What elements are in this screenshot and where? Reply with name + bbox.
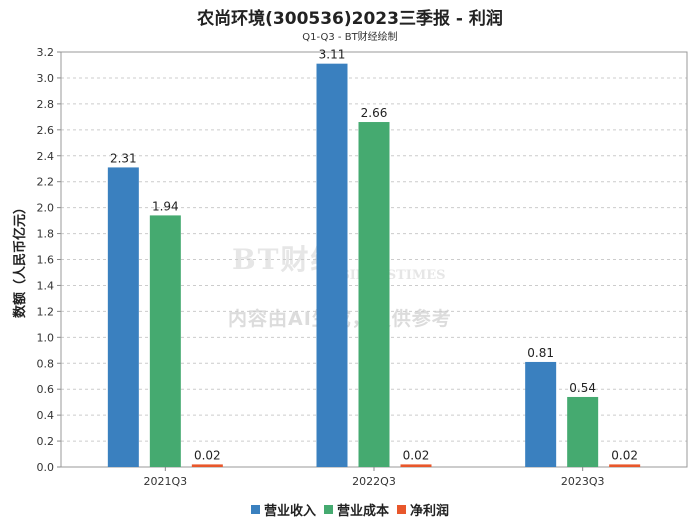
y-tick-label: 0.4 xyxy=(37,409,55,422)
bar-营业成本-2023Q3 xyxy=(567,396,599,467)
legend-swatch xyxy=(323,505,333,514)
y-tick-label: 2.2 xyxy=(37,176,55,189)
y-tick-label: 2.0 xyxy=(37,202,55,215)
y-tick-label: 3.0 xyxy=(37,72,55,85)
chart-subtitle: Q1-Q3 - BT财经绘制 xyxy=(302,32,398,43)
y-tick-label: 1.2 xyxy=(37,305,55,318)
bar-value-label: 3.11 xyxy=(319,48,346,62)
bar-value-label: 0.54 xyxy=(569,381,596,395)
legend-item[interactable]: 营业收入 xyxy=(250,500,316,519)
legend: 营业收入 营业成本 净利润 xyxy=(0,500,700,519)
bar-value-label: 1.94 xyxy=(152,199,179,213)
y-tick-label: 1.6 xyxy=(37,254,55,267)
y-tick-label: 2.4 xyxy=(37,150,55,163)
bar-净利润-2021Q3 xyxy=(191,464,223,467)
y-tick-label: 0.8 xyxy=(37,357,55,370)
y-tick-label: 1.4 xyxy=(37,279,55,292)
y-axis-label: 数额（人民币亿元） xyxy=(12,201,28,318)
legend-label: 营业收入 xyxy=(263,504,316,519)
chart-title: 农尚环境(300536)2023三季报 - 利润 xyxy=(197,9,503,29)
bar-营业收入-2022Q3 xyxy=(316,63,348,467)
legend-swatch xyxy=(397,505,406,514)
legend-swatch xyxy=(250,505,260,514)
bar-营业收入-2021Q3 xyxy=(107,167,139,467)
y-tick-label: 1.8 xyxy=(37,228,55,241)
x-tick-label: 2023Q3 xyxy=(561,475,605,488)
bar-营业成本-2022Q3 xyxy=(358,122,390,467)
y-tick-label: 2.6 xyxy=(37,124,55,137)
bar-value-label: 2.66 xyxy=(361,106,388,120)
y-tick-label: 0.0 xyxy=(37,461,55,474)
y-tick-label: 0.6 xyxy=(37,383,55,396)
bar-value-label: 0.02 xyxy=(194,448,221,462)
bar-净利润-2022Q3 xyxy=(400,464,432,467)
legend-item[interactable]: 净利润 xyxy=(397,500,449,519)
x-tick-label: 2022Q3 xyxy=(352,475,396,488)
bar-value-label: 2.31 xyxy=(110,151,137,165)
bar-value-label: 0.81 xyxy=(527,346,554,360)
y-tick-label: 0.2 xyxy=(37,435,55,448)
x-tick-label: 2021Q3 xyxy=(144,475,188,488)
y-tick-label: 3.2 xyxy=(37,46,55,59)
y-tick-label: 2.8 xyxy=(37,98,55,111)
bar-营业收入-2023Q3 xyxy=(525,361,557,467)
y-tick-label: 1.0 xyxy=(37,331,55,344)
bar-营业成本-2021Q3 xyxy=(149,215,181,467)
legend-label: 净利润 xyxy=(410,504,450,519)
legend-item[interactable]: 营业成本 xyxy=(323,500,389,519)
bar-value-label: 0.02 xyxy=(403,448,430,462)
bar-净利润-2023Q3 xyxy=(609,464,641,467)
legend-label: 营业成本 xyxy=(336,504,389,519)
bar-value-label: 0.02 xyxy=(611,448,638,462)
